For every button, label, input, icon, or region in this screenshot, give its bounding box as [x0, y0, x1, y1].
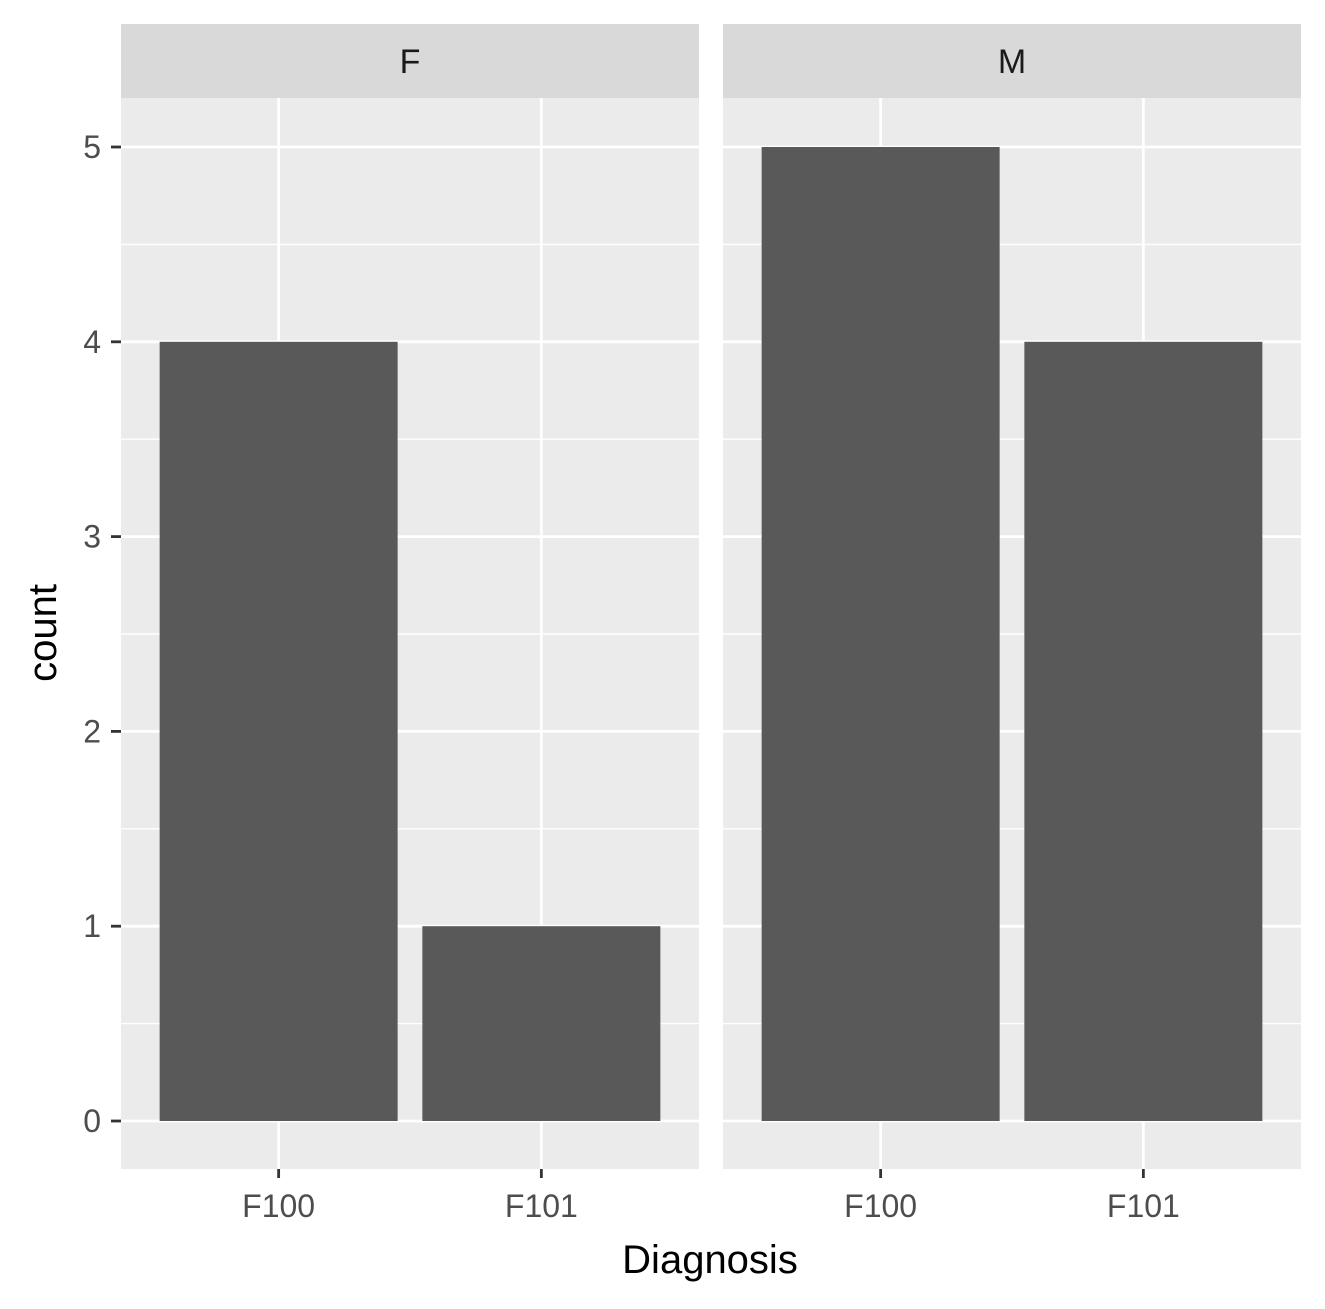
bar-M-F100: [761, 147, 1000, 1121]
y-tick-label: 3: [83, 519, 101, 555]
facet-strip-label: F: [400, 43, 421, 81]
bar-F-F100: [159, 341, 398, 1121]
y-tick-label: 2: [83, 713, 101, 749]
bar-F-F101: [422, 926, 661, 1121]
y-tick-label: 1: [83, 908, 101, 944]
y-axis: 0 1 2 3 4 5: [83, 129, 121, 1139]
y-tick-label: 5: [83, 129, 101, 165]
facet-panel-M: M F100 F101: [723, 24, 1301, 1224]
x-tick-label: F101: [1107, 1188, 1180, 1224]
bar-M-F101: [1024, 341, 1263, 1121]
x-tick-label: F100: [844, 1188, 917, 1224]
facet-strip: [723, 24, 1301, 98]
y-tick-label: 0: [83, 1103, 101, 1139]
facet-strip: [121, 24, 699, 98]
x-tick-label: F100: [242, 1188, 315, 1224]
facet-panel-F: F F100 F101: [121, 24, 699, 1224]
y-tick-label: 4: [83, 324, 101, 360]
facet-panels: F F100 F101 M F100 F101: [121, 24, 1301, 1224]
x-axis-title: Diagnosis: [622, 1238, 798, 1282]
x-tick-label: F101: [505, 1188, 578, 1224]
facet-strip-label: M: [998, 43, 1026, 81]
y-axis-title: count: [21, 584, 65, 682]
